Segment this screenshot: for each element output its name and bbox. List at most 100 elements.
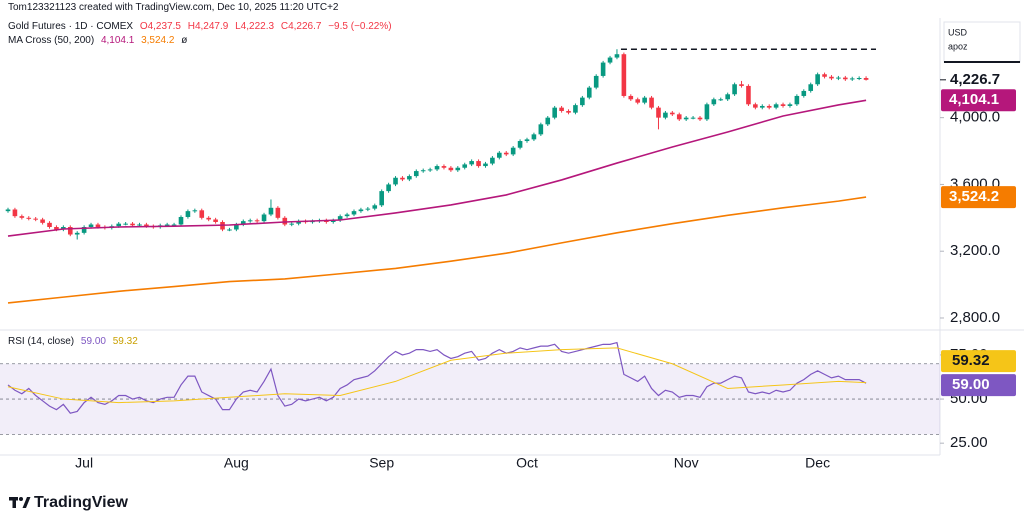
ma-line xyxy=(7,196,867,304)
candle-body xyxy=(836,77,841,79)
candle-body xyxy=(725,94,730,100)
candle-body xyxy=(192,210,198,212)
y-tick-label: 3,200.0 xyxy=(950,242,1000,259)
candle-body xyxy=(275,207,281,218)
candle-body xyxy=(808,84,814,91)
candle-body xyxy=(670,112,675,115)
candle-body xyxy=(538,124,544,135)
ohlc-open: O4,237.5 xyxy=(139,21,181,32)
rsi-value: 59.00 xyxy=(80,336,106,347)
candle-body xyxy=(718,99,724,101)
symbol-legend: Gold Futures · 1D · COMEX O4,237.5 H4,24… xyxy=(8,21,396,33)
candle-body xyxy=(649,97,654,108)
candle-body xyxy=(531,134,537,140)
candle-body xyxy=(829,76,834,79)
candle-body xyxy=(711,99,717,105)
candle-body xyxy=(47,222,52,228)
candle-body xyxy=(441,166,447,168)
candle-body xyxy=(386,184,391,192)
x-tick-label: Dec xyxy=(805,455,830,471)
candle-body xyxy=(213,219,218,222)
candle-body xyxy=(476,161,481,167)
candle-body xyxy=(732,84,737,95)
candle-body xyxy=(137,224,142,226)
ma50-value: 4,104.1 xyxy=(100,35,135,46)
candle-body xyxy=(759,105,765,108)
rsi-value-box xyxy=(941,350,1016,373)
y-tick-label: 25.00 xyxy=(950,434,988,451)
candle-body xyxy=(116,223,122,227)
candle-body xyxy=(683,117,689,120)
candle-body xyxy=(407,176,412,180)
candle-body xyxy=(74,232,80,235)
candle-body xyxy=(663,112,668,118)
author: Tom123321123 created with TradingView.co… xyxy=(8,2,339,13)
candle-body xyxy=(822,74,827,77)
candle-body xyxy=(566,110,571,113)
candle-body xyxy=(503,152,509,155)
candle-body xyxy=(586,87,592,98)
y-tick-label: 2,800.0 xyxy=(950,309,1000,326)
candle-body xyxy=(254,220,260,222)
candle-body xyxy=(753,104,758,108)
candle-body xyxy=(234,224,239,230)
candle-body xyxy=(573,105,578,113)
candle-body xyxy=(600,62,606,76)
candle-body xyxy=(517,141,523,148)
logo-icon xyxy=(9,497,31,508)
candle-body xyxy=(400,177,405,180)
candle-body xyxy=(621,54,627,96)
candle-body xyxy=(552,107,557,118)
ohlc-high: H4,247.9 xyxy=(187,21,229,32)
candle-body xyxy=(379,191,384,206)
candle-body xyxy=(593,75,599,88)
last-price-label: 4,226.7 xyxy=(950,71,1000,88)
author-line: Tom123321123 created with TradingView.co… xyxy=(8,2,342,14)
candle-body xyxy=(704,104,710,120)
currency: USD xyxy=(948,27,968,37)
rsi-value-box xyxy=(941,374,1016,397)
candle-body xyxy=(358,209,364,212)
candle-body xyxy=(5,209,11,212)
candle-body xyxy=(178,216,184,225)
x-tick-label: Oct xyxy=(516,455,538,471)
candle-body xyxy=(497,152,502,158)
ma-line xyxy=(7,99,867,237)
ma-legend: MA Cross (50, 200) 4,104.1 3,524.2 ø xyxy=(8,35,191,47)
candle-body xyxy=(559,107,564,111)
candle-body xyxy=(33,218,38,220)
candle-body xyxy=(420,170,426,172)
candle-body xyxy=(455,167,461,171)
candle-body xyxy=(40,219,45,223)
ma-suffix: ø xyxy=(181,35,188,46)
ohlc-change: −9.5 (−0.22%) xyxy=(328,21,392,32)
candle-body xyxy=(849,78,855,80)
candle-body xyxy=(635,99,641,103)
candle-body xyxy=(863,78,869,80)
ma200-value: 3,524.2 xyxy=(141,35,175,46)
candle-body xyxy=(413,171,419,177)
candle-body xyxy=(247,220,253,222)
candle-body xyxy=(171,224,177,226)
candle-body xyxy=(815,74,820,85)
candle-body xyxy=(510,147,516,155)
candle-body xyxy=(856,78,862,80)
currency-box xyxy=(943,21,1021,63)
ohlc-low: L4,222.3 xyxy=(235,21,275,32)
price-pane xyxy=(5,48,876,304)
candle-body xyxy=(614,54,620,58)
candle-body xyxy=(88,224,94,228)
candle-body xyxy=(427,169,433,171)
ma-name: MA Cross (50, 200) xyxy=(8,35,95,46)
candle-body xyxy=(12,209,18,217)
candle-body xyxy=(676,114,682,120)
candle-body xyxy=(697,117,703,120)
candle-body xyxy=(26,217,32,219)
candle-body xyxy=(261,214,267,222)
candle-body xyxy=(448,167,454,171)
candle-body xyxy=(365,208,371,210)
unit: apoz xyxy=(948,41,968,51)
candle-body xyxy=(282,217,288,225)
candle-body xyxy=(330,220,336,222)
